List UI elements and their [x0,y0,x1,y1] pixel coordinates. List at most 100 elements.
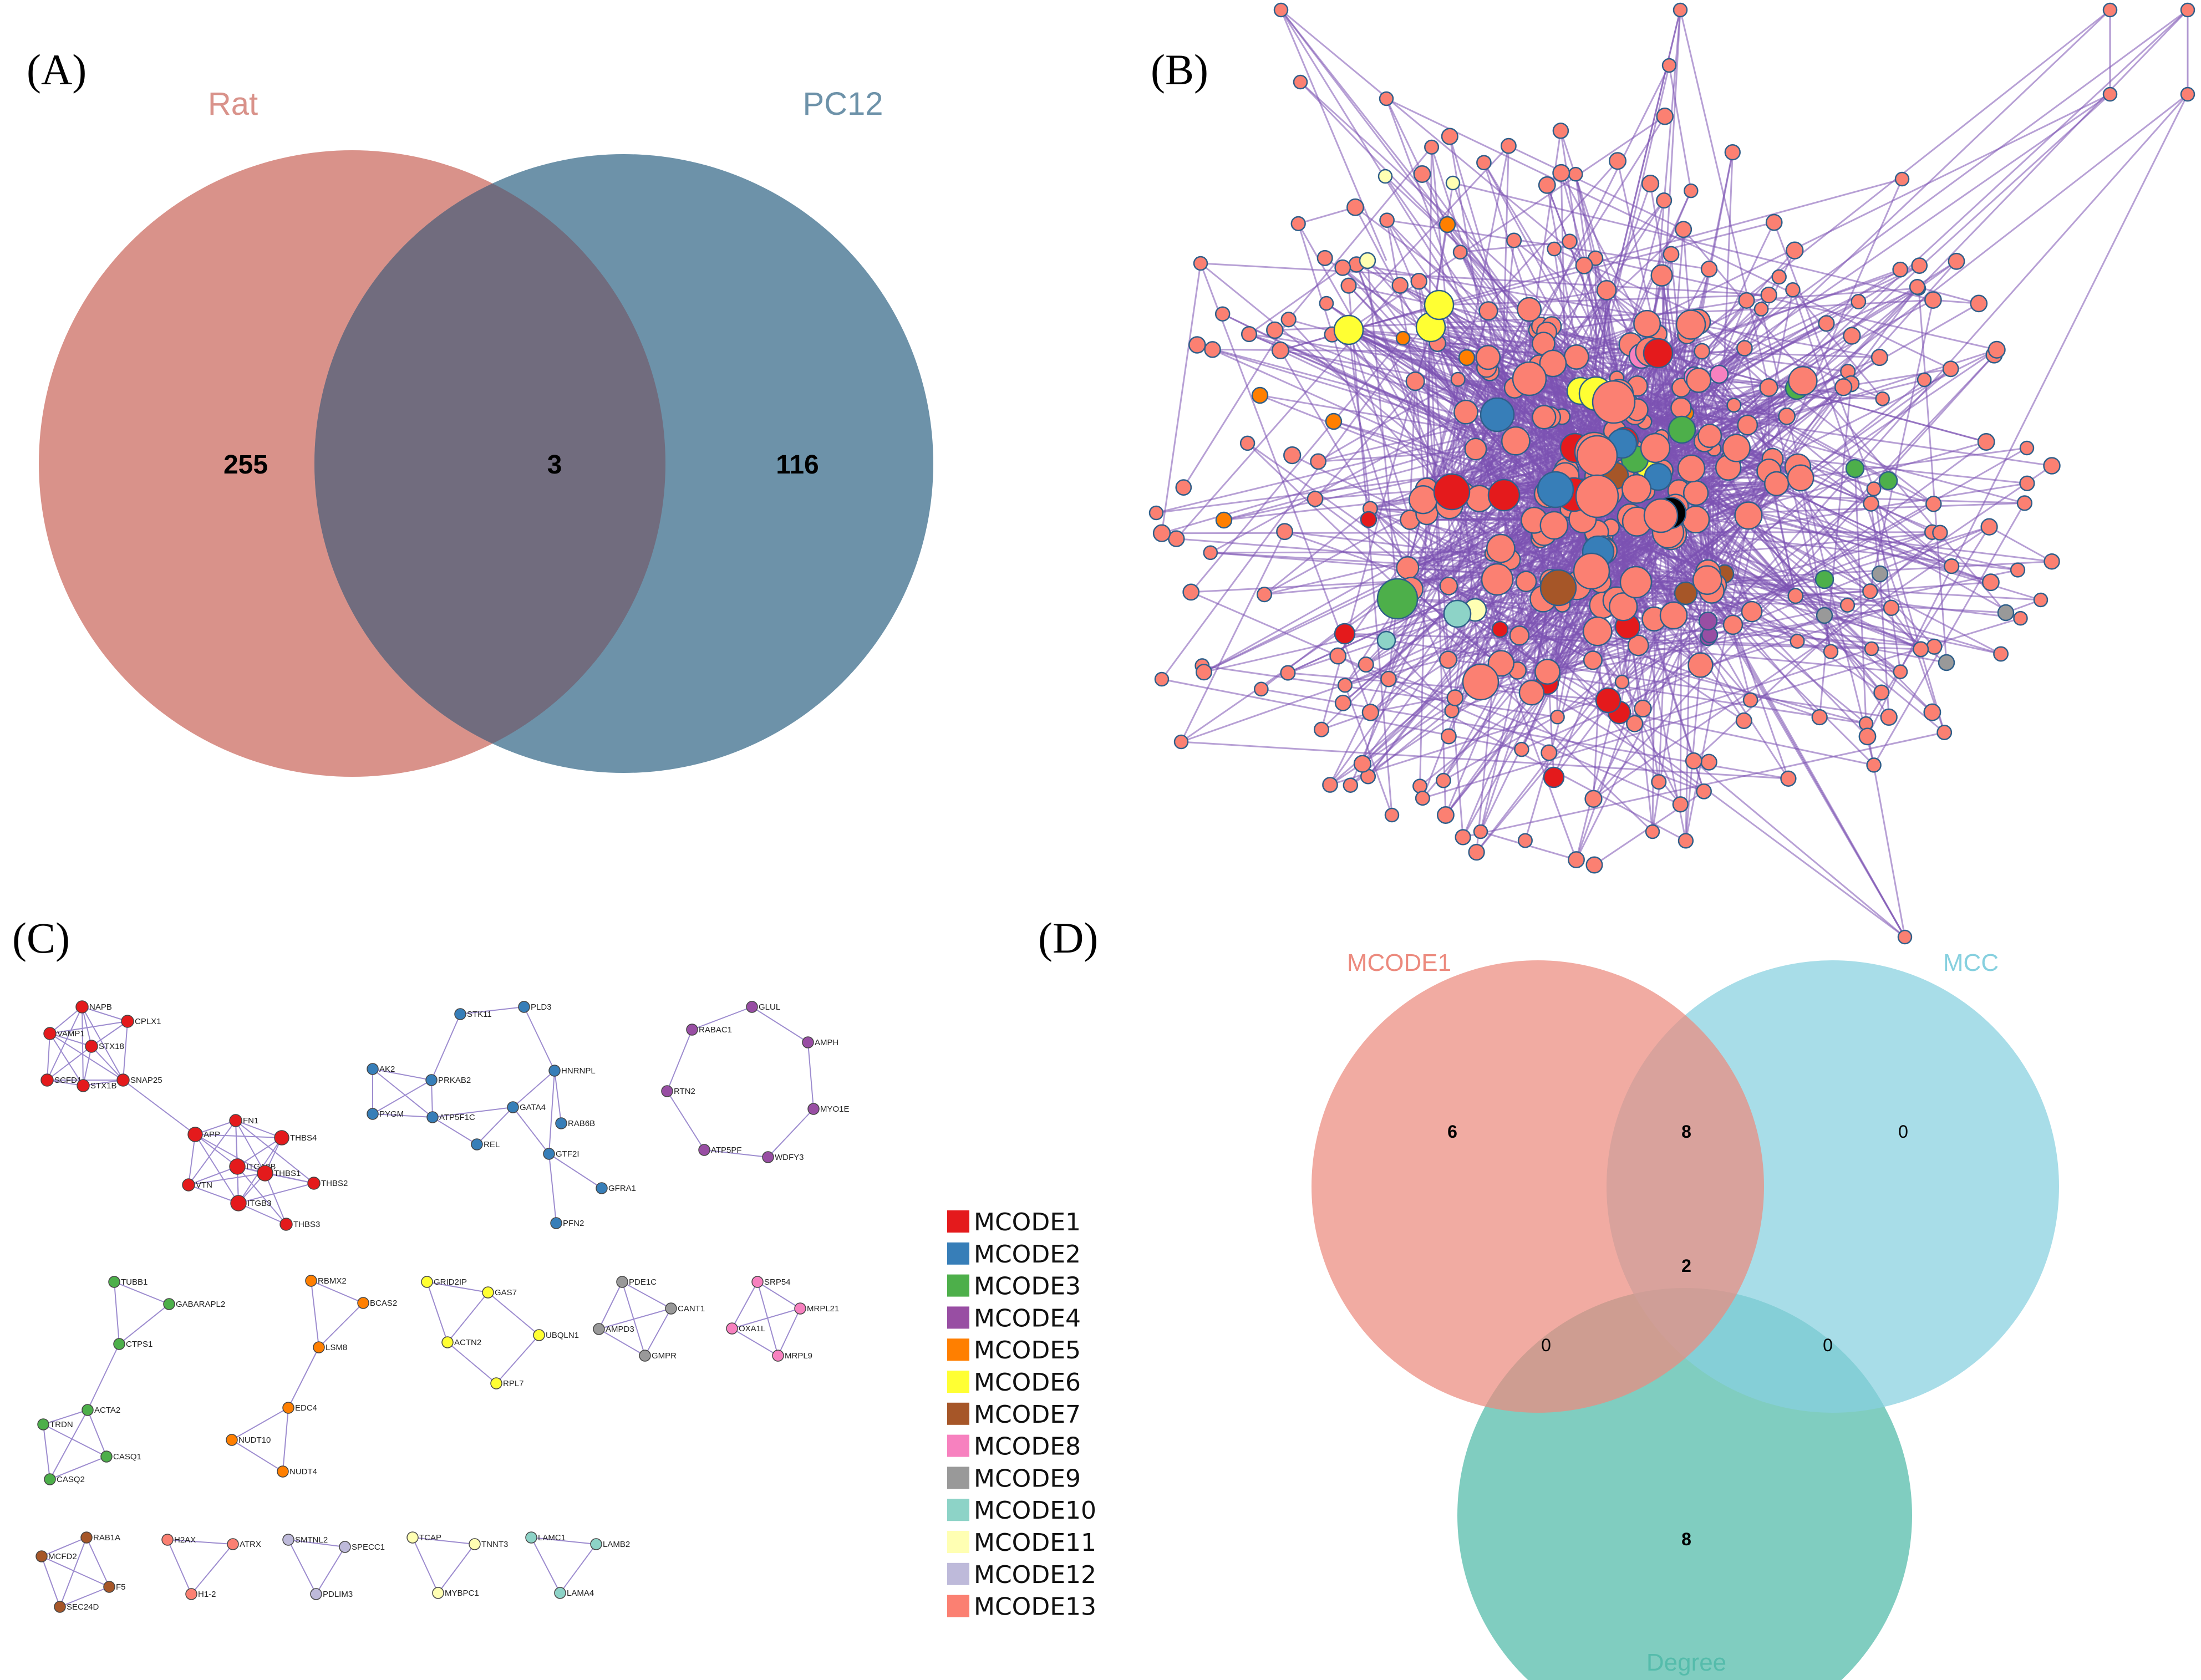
cluster-edge [512,1107,550,1154]
network-edge [1386,98,1951,370]
network-node [1405,371,1425,391]
network-node [1475,344,1501,370]
gene-node [367,1063,379,1075]
gene-node [54,1601,66,1613]
network-node [1576,435,1618,477]
gene-node [100,1450,113,1463]
gene-label: STX18 [99,1042,124,1051]
cluster-edge [667,1091,705,1150]
network-node [1987,340,2006,359]
cluster-edge [460,1006,525,1015]
cluster-edge [598,1328,645,1356]
gene-node [282,1402,294,1414]
gene-node [596,1182,608,1194]
gene-label: SPECC1 [352,1542,385,1552]
gene-node [425,1074,438,1086]
network-node [1917,372,1932,388]
network-node [1538,176,1556,194]
network-node [1395,330,1411,346]
legend-item: MCODE11 [947,1529,1096,1557]
network-node [1656,192,1673,209]
network-edge [1873,488,1902,672]
network-node [1650,264,1673,287]
gene-node [357,1297,369,1309]
network-edge [1824,614,2001,655]
network-node [1391,277,1409,294]
legend-item: MCODE6 [947,1368,1081,1397]
gene-label: NUDT10 [238,1435,271,1445]
cluster-c1: NAPB CPLX1 VAMP1 STX18 SCFD1 SNAP25 STX1B APP FN… [40,1000,348,1231]
network-node [1778,407,1796,425]
gene-label: MCFD2 [48,1552,77,1561]
gene-node [310,1588,322,1600]
network-node [2180,86,2195,102]
network-node [2180,2,2195,18]
network-node [1814,569,1834,589]
network-node [1409,485,1438,515]
gene-label: RAB1A [93,1533,120,1542]
cluster-edges [412,1537,475,1594]
network-node [1575,256,1593,274]
network-node [1515,571,1537,593]
gene-label: GAS7 [495,1288,517,1297]
cluster-edge [59,1537,87,1607]
gene-label: H1-2 [198,1590,216,1599]
gene-node [229,1114,242,1127]
network-node [1476,155,1492,171]
rat-title: Rat [208,86,258,122]
gene-node [441,1336,454,1348]
gene-label: SEC24D [67,1602,99,1612]
network-node [1621,474,1652,504]
network-edge [1337,655,1686,842]
cluster-edge [731,1281,758,1329]
cluster-edge [43,1424,50,1480]
cluster-edge [237,1137,282,1167]
cluster-c9: RAB1A MCFD2 F5 SEC24D [35,1531,126,1613]
network-node [1845,459,1865,478]
network-edge [1348,286,1393,816]
gene-label: FN1 [243,1116,258,1126]
network-node [1487,650,1514,677]
network-edge [1517,669,1867,725]
gene-label: TCAP [419,1533,441,1542]
legend-swatch [947,1402,969,1425]
network-node [1700,754,1717,771]
network-node [1500,138,1517,154]
gene-label: CASQ1 [113,1452,141,1462]
network-node [1310,453,1326,470]
mcode-legend: MCODE1 MCODE2 MCODE3 MCODE4 MCODE5 MCODE6 MCOD… [947,1208,1096,1621]
network-node [1280,312,1297,328]
network-node [1678,833,1694,849]
network-node [1583,650,1603,670]
network-edge [1693,760,1905,938]
network-node [1913,641,1929,658]
network-node [1468,843,1485,861]
cluster-edge [91,1021,128,1047]
network-node [1412,778,1427,794]
cluster-edge [282,1407,289,1472]
cluster-edge [123,1021,128,1081]
network-node [1273,2,1289,18]
network-node [1816,607,1833,624]
network-edge [1202,665,1558,718]
gene-label: CTPS1 [126,1340,153,1349]
legend-label: MCODE11 [974,1529,1096,1557]
gene-node [507,1101,519,1113]
legend-item: MCODE7 [947,1401,1081,1429]
gene-node [226,1434,238,1446]
gene-node [75,1000,89,1014]
network-node [1480,397,1515,432]
legend-swatch [947,1595,969,1617]
gene-label: HNRNPL [561,1066,596,1076]
network-node [1290,216,1306,232]
cluster-edges [372,1006,602,1224]
cluster-edge [49,1006,83,1034]
network-node [1742,692,1758,708]
gene-label: GLUL [759,1002,780,1012]
network-node [1627,634,1649,656]
network-node [1204,341,1221,358]
network-node [1547,241,1562,257]
network-edge [1488,289,1607,312]
gene-label: OXA1L [739,1324,765,1333]
cluster-edge [318,1302,364,1348]
